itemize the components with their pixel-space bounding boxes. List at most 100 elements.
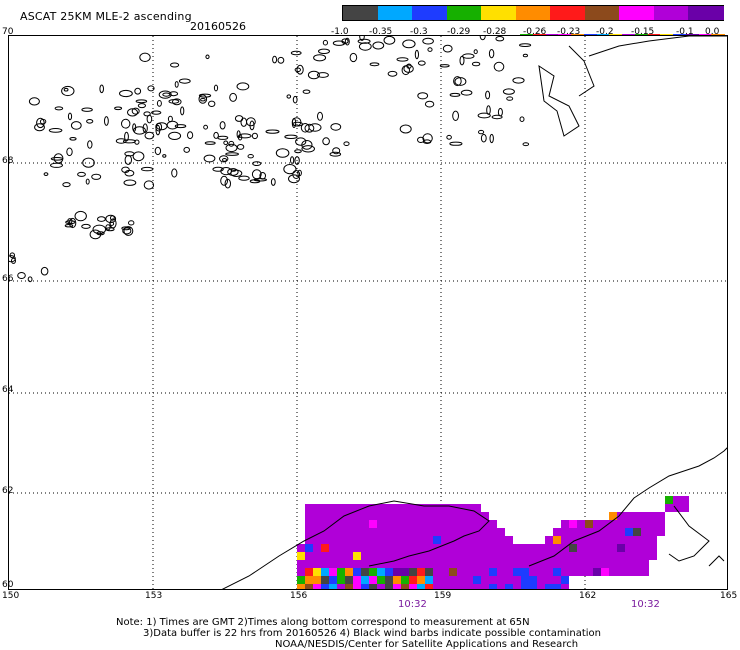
swath-cell — [465, 584, 473, 589]
ice-contour — [200, 98, 206, 102]
swath-cell — [401, 560, 409, 568]
swath-cell — [425, 584, 433, 589]
swath-cell — [305, 504, 313, 512]
swath-cell — [345, 560, 353, 568]
swath-cell — [401, 504, 409, 512]
swath-cell — [585, 552, 593, 560]
swath-cell — [489, 552, 497, 560]
swath-cell — [481, 552, 489, 560]
ice-contour — [427, 47, 433, 52]
ice-contour — [171, 168, 178, 178]
swath-cell — [393, 560, 401, 568]
swath-cell — [593, 560, 601, 568]
map-area[interactable] — [8, 35, 728, 590]
ice-contour — [424, 100, 435, 108]
swath-cell — [545, 560, 553, 568]
ice-contour — [67, 112, 73, 121]
ice-contour — [399, 124, 412, 134]
ice-contour — [62, 182, 71, 188]
ice-contour — [151, 110, 162, 115]
ice-contour — [240, 117, 248, 127]
ice-contour — [294, 149, 302, 154]
swath-cell — [401, 568, 409, 576]
ice-contour — [17, 272, 26, 279]
swath-cell — [585, 544, 593, 552]
swath-cell — [593, 568, 601, 576]
swath-cell — [433, 528, 441, 536]
swath-cell — [601, 536, 609, 544]
swath-cell — [497, 568, 505, 576]
ice-contour — [295, 137, 307, 146]
swath-cell — [625, 552, 633, 560]
swath-cell — [585, 528, 593, 536]
swath-cell — [313, 544, 321, 552]
swath-cell — [441, 520, 449, 528]
swath-cell — [329, 512, 337, 520]
swath-cell — [633, 544, 641, 552]
coastline-segment — [668, 505, 710, 562]
swath-cell — [569, 568, 577, 576]
swath-cell — [353, 552, 361, 560]
swath-cell — [561, 568, 569, 576]
swath-cell — [305, 568, 313, 576]
ice-contour — [48, 128, 63, 133]
swath-cell — [393, 528, 401, 536]
ice-contour — [147, 85, 155, 92]
ice-contour — [270, 178, 276, 186]
ice-contour — [119, 89, 133, 98]
ice-contour — [518, 43, 532, 48]
ice-contour — [139, 52, 151, 62]
swath-cell — [393, 576, 401, 584]
swath-cell — [585, 568, 593, 576]
swath-cell — [569, 536, 577, 544]
swath-cell — [561, 576, 569, 584]
ice-contour — [506, 96, 514, 101]
swath-cell — [409, 528, 417, 536]
swath-cell — [577, 552, 585, 560]
colorbar-label: 0.0 — [705, 27, 720, 37]
swath-cell — [617, 560, 625, 568]
ice-contour — [297, 169, 302, 177]
ice-contour — [497, 107, 503, 117]
swath-cell — [441, 568, 449, 576]
ice-contour — [203, 154, 216, 163]
ice-contour — [69, 137, 77, 141]
swath-cell — [377, 552, 385, 560]
swath-cell — [449, 536, 457, 544]
colorbar-label: -0.28 — [483, 27, 507, 37]
swath-cell — [353, 568, 361, 576]
ice-contour — [170, 62, 180, 68]
swath-cell — [401, 536, 409, 544]
ice-contour — [77, 171, 86, 177]
swath-cell — [345, 512, 353, 520]
swath-cell — [545, 568, 553, 576]
swath-cell — [329, 576, 337, 584]
ice-contour — [208, 100, 216, 108]
ice-contour — [265, 129, 280, 134]
ice-contour — [277, 56, 285, 64]
swath-cell — [361, 560, 369, 568]
ice-contour — [522, 53, 529, 58]
colorbar-label: -0.3 — [410, 27, 428, 37]
swath-cell — [633, 528, 641, 536]
swath-cell — [617, 520, 625, 528]
ice-contour — [417, 60, 426, 66]
swath-cell — [577, 536, 585, 544]
swath-cell — [601, 568, 609, 576]
swath-cell — [609, 552, 617, 560]
swath-cell — [473, 504, 481, 512]
swath-cell — [313, 512, 321, 520]
ice-contour — [485, 90, 491, 100]
swath-cell — [345, 584, 353, 589]
swath-cell — [297, 552, 305, 560]
swath-cell — [545, 552, 553, 560]
swath-cell — [321, 568, 329, 576]
swath-cell — [393, 552, 401, 560]
swath-cell — [665, 504, 673, 512]
ice-contour — [141, 166, 154, 172]
swath-cell — [649, 512, 657, 520]
swath-cell — [297, 576, 305, 584]
ice-contour — [135, 99, 148, 104]
swath-cell — [657, 528, 665, 536]
ice-contour — [422, 133, 433, 144]
